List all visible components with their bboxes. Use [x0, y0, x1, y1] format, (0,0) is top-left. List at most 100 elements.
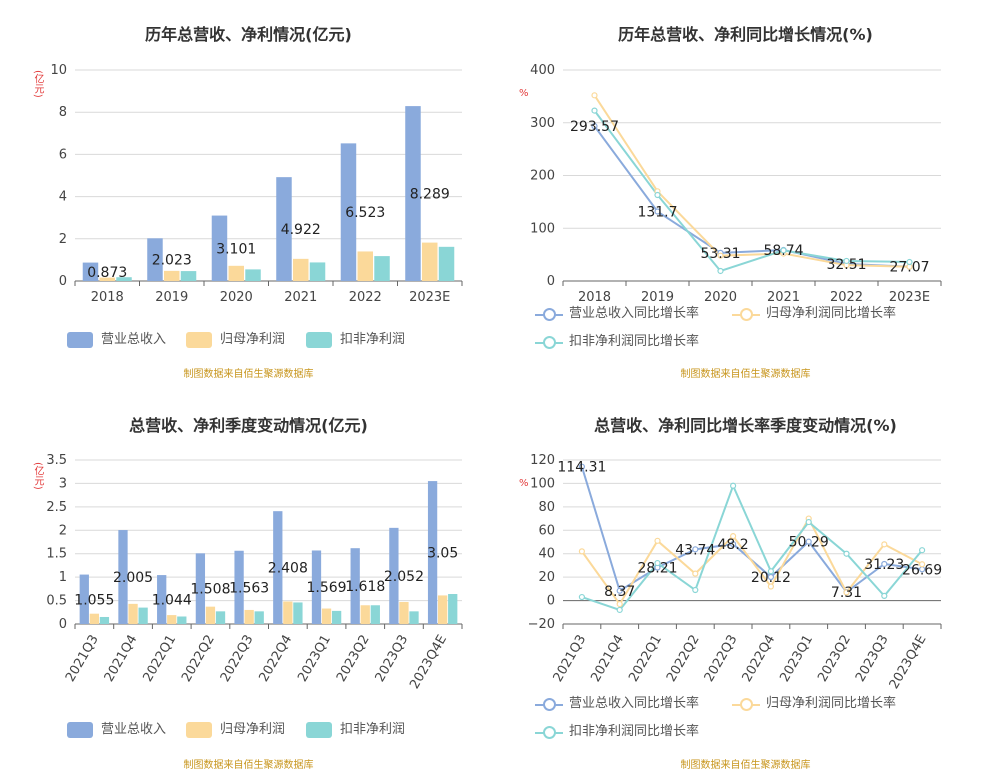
bar-parent-profit [360, 605, 370, 624]
data-point [919, 561, 926, 568]
y-tick-label: 200 [530, 169, 555, 184]
bar-revenue [276, 177, 292, 281]
legend-item-revenue[interactable]: 营业总收入 [67, 328, 166, 348]
data-label: 0.873 [87, 265, 127, 281]
data-label: 58.74 [763, 243, 803, 259]
legend-label: 营业总收入 [101, 332, 167, 347]
annual-bar-chart: 0 2 4 6 8 10 0.873 2.023 3.101 4.922 6.523 8.289 201… [50, 63, 463, 305]
bar-parent-profit [128, 603, 138, 624]
data-label: 7.31 [831, 585, 862, 601]
data-point [730, 482, 737, 489]
legend-item-deducted-profit-growth[interactable]: 扣非净利润同比增长率 [535, 330, 699, 349]
data-point [805, 538, 812, 545]
y-tick-label: 0 [547, 594, 555, 609]
annual-growth-line-chart: 0 100 200 300 400 293.57 131.7 53.31 58.74 32.51 2… [530, 63, 942, 305]
data-label: 3.05 [427, 546, 458, 562]
x-tick-label: 2022Q1 [626, 633, 665, 685]
chart-title: 历年总营收、净利同比增长情况(%) [618, 25, 873, 44]
data-label: 1.618 [345, 579, 385, 595]
data-point [843, 589, 850, 596]
legend-item-parent-profit[interactable]: 归母净利润 [186, 328, 285, 348]
bar-parent-profit [293, 258, 309, 281]
legend-item-deducted-profit-growth[interactable]: 扣非净利润同比增长率 [535, 720, 699, 739]
legend-item-revenue-growth[interactable]: 营业总收入同比增长率 [535, 692, 699, 711]
bar-revenue [147, 238, 163, 281]
chart-title: 总营收、净利同比增长率季度变动情况(%) [594, 416, 897, 435]
y-tick-label: 2 [59, 523, 67, 538]
data-label: 8.37 [604, 584, 635, 600]
legend-item-parent-profit[interactable]: 归母净利润 [186, 718, 285, 738]
y-tick-label: 100 [530, 221, 555, 236]
legend-item-parent-profit-growth[interactable]: 归母净利润同比增长率 [732, 302, 896, 321]
bar-revenue [311, 550, 322, 624]
x-tick-label: 2022 [349, 290, 382, 305]
legend-item-deducted-profit[interactable]: 扣非净利润 [306, 328, 405, 348]
y-axis-unit: (亿元) [32, 462, 43, 490]
data-source-note: 制图数据来自佰生聚源数据库 [183, 369, 314, 380]
y-tick-label: 0 [547, 274, 555, 289]
x-tick-label: 2023Q2 [815, 633, 854, 685]
bar-revenue [157, 575, 167, 624]
data-label: 32.51 [826, 257, 866, 273]
data-point [767, 568, 774, 575]
legend: 营业总收入 归母净利润 扣非净利润 [0, 328, 497, 348]
data-point [906, 258, 913, 266]
data-label: 1.563 [229, 580, 269, 596]
data-point [616, 606, 623, 614]
data-point [654, 537, 661, 544]
x-tick-label: 2018 [578, 290, 611, 305]
y-tick-label: 120 [530, 453, 555, 468]
bar-parent-profit [89, 613, 99, 624]
legend-item-parent-profit-growth[interactable]: 归母净利润同比增长率 [732, 692, 896, 711]
data-point [717, 252, 724, 259]
x-tick-label: 2021Q4 [102, 633, 141, 685]
legend-label: 归母净利润同比增长率 [766, 696, 897, 711]
data-label: 31.23 [864, 557, 904, 573]
y-tick-label: 400 [530, 63, 555, 78]
legend-swatch [306, 331, 332, 348]
legend-item-deducted-profit[interactable]: 扣非净利润 [306, 718, 405, 738]
data-label: 1.569 [307, 580, 347, 596]
legend-item-revenue[interactable]: 营业总收入 [67, 718, 166, 738]
x-tick-label: 2021 [767, 290, 800, 305]
y-axis-unit: (亿元) [32, 70, 43, 98]
bar-deducted-profit [215, 611, 226, 624]
bar-parent-profit [205, 606, 216, 624]
quarterly-revenue-profit-panel: 总营收、净利季度变动情况(亿元) (亿元) 0 0.5 1 1.5 2 2.5 3 3.5 1.… [0, 390, 497, 780]
y-tick-label: 40 [538, 547, 555, 562]
y-tick-label: 2.5 [46, 500, 67, 515]
data-label: 28.21 [637, 561, 677, 577]
legend-item-revenue-growth[interactable]: 营业总收入同比增长率 [535, 302, 699, 321]
bar-parent-profit [357, 251, 373, 281]
legend-swatch [67, 721, 93, 738]
x-tick-label: 2022Q3 [218, 633, 257, 685]
y-tick-label: −20 [528, 617, 555, 632]
legend-label: 归母净利润 [220, 332, 286, 347]
y-tick-label: 3.5 [46, 453, 67, 468]
legend-label: 营业总收入同比增长率 [569, 696, 700, 711]
bar-revenue [389, 527, 399, 624]
legend-label: 归母净利润同比增长率 [766, 306, 897, 321]
bar-deducted-profit [448, 594, 458, 624]
x-tick-label: 2022Q4 [257, 633, 296, 685]
y-tick-label: 6 [59, 147, 67, 162]
data-point [591, 123, 598, 130]
bar-parent-profit [283, 601, 293, 624]
bar-parent-profit [321, 608, 332, 624]
legend-swatch [732, 307, 760, 321]
bar-deducted-profit [374, 256, 390, 281]
data-source-note: 制图数据来自佰生聚源数据库 [680, 369, 811, 380]
bar-revenue [273, 511, 283, 624]
bar-deducted-profit [116, 277, 132, 281]
data-point [730, 533, 737, 540]
data-point [692, 586, 699, 594]
legend-swatch [186, 331, 212, 348]
bar-revenue [350, 548, 360, 624]
x-tick-label: 2022 [830, 290, 863, 305]
legend-label: 营业总收入同比增长率 [569, 306, 700, 321]
bar-parent-profit [244, 609, 254, 624]
y-tick-label: 10 [50, 63, 67, 78]
y-tick-label: 0 [59, 274, 67, 289]
data-point [654, 208, 661, 215]
